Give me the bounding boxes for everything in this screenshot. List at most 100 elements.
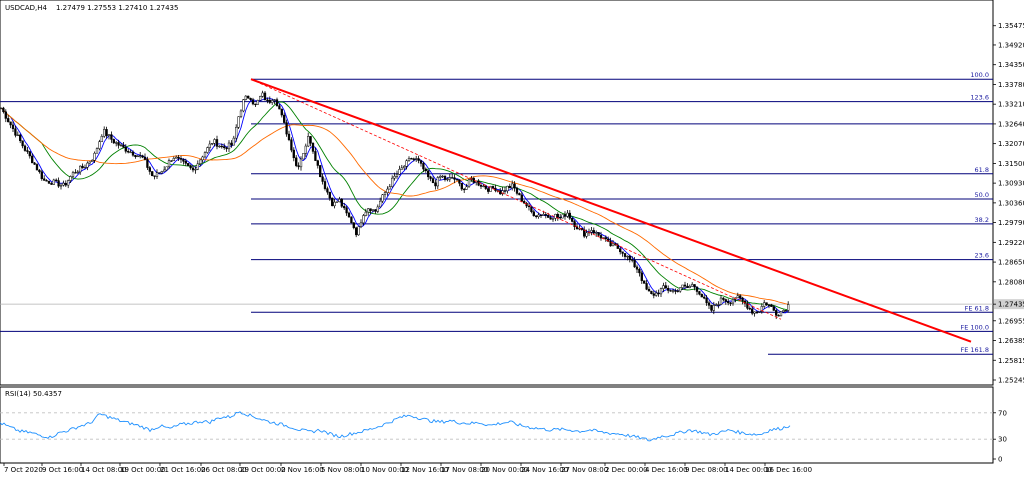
candle-body [763,302,766,307]
candle-body [182,159,185,162]
time-tick-label: 7 Oct 2020 [4,466,43,474]
candle-body [304,145,307,154]
candle-body [194,168,197,171]
candle-body [136,155,139,158]
candle-body [751,308,754,314]
candle-body [165,166,168,171]
candle-body [345,207,348,214]
candle-body [163,169,166,172]
candle-body [503,190,507,192]
candle-body [287,133,291,141]
candle-body [7,118,10,123]
candle-body [451,177,454,179]
candle-body [424,168,427,171]
candle-body [26,150,29,152]
candle-body [431,178,435,184]
price-tick-label: 1.34920 [998,41,1024,49]
candle-body [484,185,487,189]
candle-body [467,179,471,188]
candle-body [302,153,305,160]
candle-body [261,92,264,97]
candle-body [652,293,655,296]
candle-body [331,197,334,207]
candle-body [405,160,408,167]
candle-body [727,301,730,304]
candle-body [86,162,89,168]
candle-body [321,176,324,182]
candle-body [621,251,624,254]
candle-body [371,209,375,211]
candle-body [323,181,327,189]
candle-body [712,305,715,311]
price-tick-label: 1.31500 [998,160,1024,168]
trendline-layer [250,78,972,343]
candle-body [187,163,190,166]
candle-body [571,218,574,222]
candle-body [71,172,75,177]
candle-body [679,287,682,292]
candle-body [563,214,567,217]
candle-body [777,315,780,317]
candle-body [520,194,523,202]
candle-body [551,218,555,220]
candle-body [50,183,53,185]
candle-body [715,304,718,306]
candle-body [43,178,46,181]
candle-body [659,288,663,295]
candle-body [151,171,154,176]
candle-body [98,141,101,149]
main-plot-frame [0,0,994,386]
candle-body [595,232,598,234]
candle-body [153,175,156,177]
candle-body [259,96,262,101]
candle-body [367,208,370,213]
candle-body [74,172,77,174]
candle-body [278,105,281,110]
candle-body [57,180,60,187]
candle-body [707,302,711,306]
candle-body [23,145,27,151]
current-price-marker [994,299,1024,310]
fib-level-label: 123.6 [970,94,989,102]
candle-body [479,184,483,187]
candle-body [115,142,118,144]
candle-body [691,284,694,287]
candle-body [453,177,456,180]
candle-body [268,99,271,103]
candle-body [573,221,576,227]
candle-body [201,156,204,161]
candle-body [501,190,504,195]
candle-body [664,285,667,289]
price-tick-label: 1.34350 [998,61,1024,69]
candle-body [782,310,785,313]
price-tick-label: 1.29220 [998,239,1024,247]
candle-body [110,134,113,140]
candle-body [775,310,778,316]
rsi-axis: 70 30 0 [993,409,1007,464]
candle-body [105,129,108,136]
candle-body [247,95,250,99]
candle-body [741,297,744,302]
time-tick-label: 14 Dec 00:00 [725,466,772,474]
candle-body [443,175,447,180]
candle-body [355,227,358,236]
candle-body [635,266,639,270]
candle-body [391,177,394,187]
candle-body [681,284,684,288]
candle-body [446,178,449,181]
candle-body [523,201,526,204]
candle-body [14,128,17,136]
fib-expansion-label: FE 100.0 [960,323,989,331]
candle-body [592,230,595,234]
time-tick-label: 2 Dec 00:00 [605,466,648,474]
candle-body [667,288,670,291]
candle-body [703,296,706,299]
candle-body [683,284,687,287]
candle-body [328,191,331,199]
candle-body [167,160,171,168]
candle-body [662,285,665,289]
candle-body [362,215,365,224]
candle-body [746,303,749,309]
